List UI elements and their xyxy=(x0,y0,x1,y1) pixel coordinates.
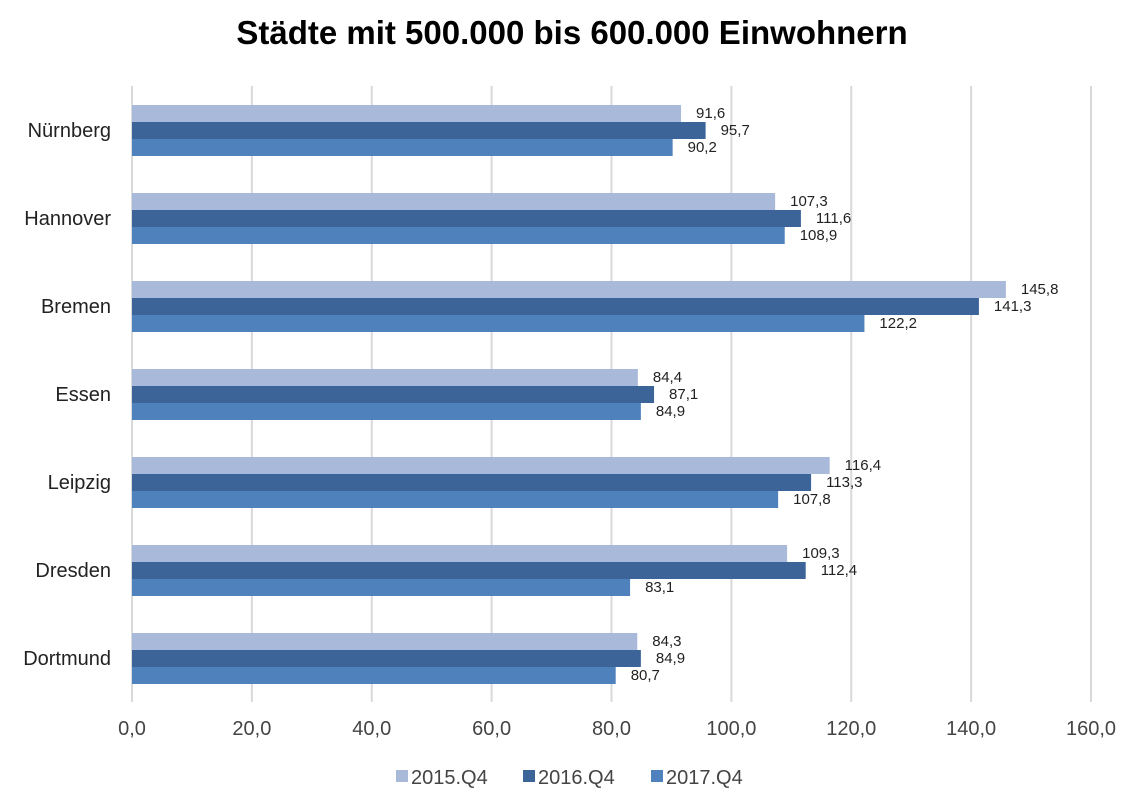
bar xyxy=(132,579,631,596)
x-tick-label: 40,0 xyxy=(352,718,391,740)
x-tick-label: 80,0 xyxy=(592,718,631,740)
legend-swatch xyxy=(396,770,408,782)
data-label: 84,9 xyxy=(656,403,685,420)
x-tick-label: 160,0 xyxy=(1066,718,1116,740)
legend-swatch xyxy=(523,770,535,782)
data-label: 108,9 xyxy=(800,227,838,244)
data-label: 91,6 xyxy=(696,105,725,122)
category-label: Hannover xyxy=(24,208,111,230)
data-label: 111,6 xyxy=(816,210,851,227)
data-label: 112,4 xyxy=(821,562,857,579)
bar xyxy=(132,386,655,403)
legend-label: 2015.Q4 xyxy=(411,767,488,789)
bar xyxy=(132,403,641,420)
bar xyxy=(132,227,785,244)
category-label: Leipzig xyxy=(48,472,111,494)
data-label: 80,7 xyxy=(631,667,660,684)
x-tick-label: 120,0 xyxy=(826,718,876,740)
legend-label: 2016.Q4 xyxy=(538,767,615,789)
bar xyxy=(132,474,812,491)
data-label: 145,8 xyxy=(1021,281,1059,298)
bar xyxy=(132,650,641,667)
data-label: 113,3 xyxy=(826,474,862,491)
bar xyxy=(132,193,776,210)
data-label: 107,3 xyxy=(790,193,828,210)
data-label: 109,3 xyxy=(802,545,840,562)
bar xyxy=(132,210,801,227)
x-tick-label: 0,0 xyxy=(118,718,146,740)
x-tick-label: 140,0 xyxy=(946,718,996,740)
data-label: 95,7 xyxy=(721,122,750,139)
x-tick-label: 20,0 xyxy=(232,718,271,740)
bar xyxy=(132,122,706,139)
bar xyxy=(132,491,779,508)
legend-label: 2017.Q4 xyxy=(666,767,743,789)
category-label: Essen xyxy=(55,384,111,406)
bar xyxy=(132,545,788,562)
data-label: 122,2 xyxy=(879,315,917,332)
x-tick-label: 100,0 xyxy=(706,718,756,740)
data-label: 116,4 xyxy=(845,457,881,474)
data-label: 84,3 xyxy=(652,633,681,650)
category-label: Dortmund xyxy=(23,648,111,670)
bar xyxy=(132,281,1006,298)
bar xyxy=(132,298,979,315)
data-label: 83,1 xyxy=(645,579,674,596)
data-label: 90,2 xyxy=(688,139,717,156)
x-tick-label: 60,0 xyxy=(472,718,511,740)
bar xyxy=(132,315,865,332)
bar xyxy=(132,139,673,156)
legend-swatch xyxy=(651,770,663,782)
category-label: Dresden xyxy=(35,560,111,582)
chart-title: Städte mit 500.000 bis 600.000 Einwohner… xyxy=(236,14,908,51)
data-label: 87,1 xyxy=(669,386,698,403)
bar xyxy=(132,457,830,474)
bar xyxy=(132,667,616,684)
bar xyxy=(132,105,682,122)
bar xyxy=(132,562,806,579)
data-label: 107,8 xyxy=(793,491,831,508)
data-label: 84,4 xyxy=(653,369,682,386)
category-label: Nürnberg xyxy=(28,120,111,142)
data-label: 141,3 xyxy=(994,298,1032,315)
category-label: Bremen xyxy=(41,296,111,318)
data-label: 84,9 xyxy=(656,650,685,667)
bar xyxy=(132,633,638,650)
bar xyxy=(132,369,638,386)
